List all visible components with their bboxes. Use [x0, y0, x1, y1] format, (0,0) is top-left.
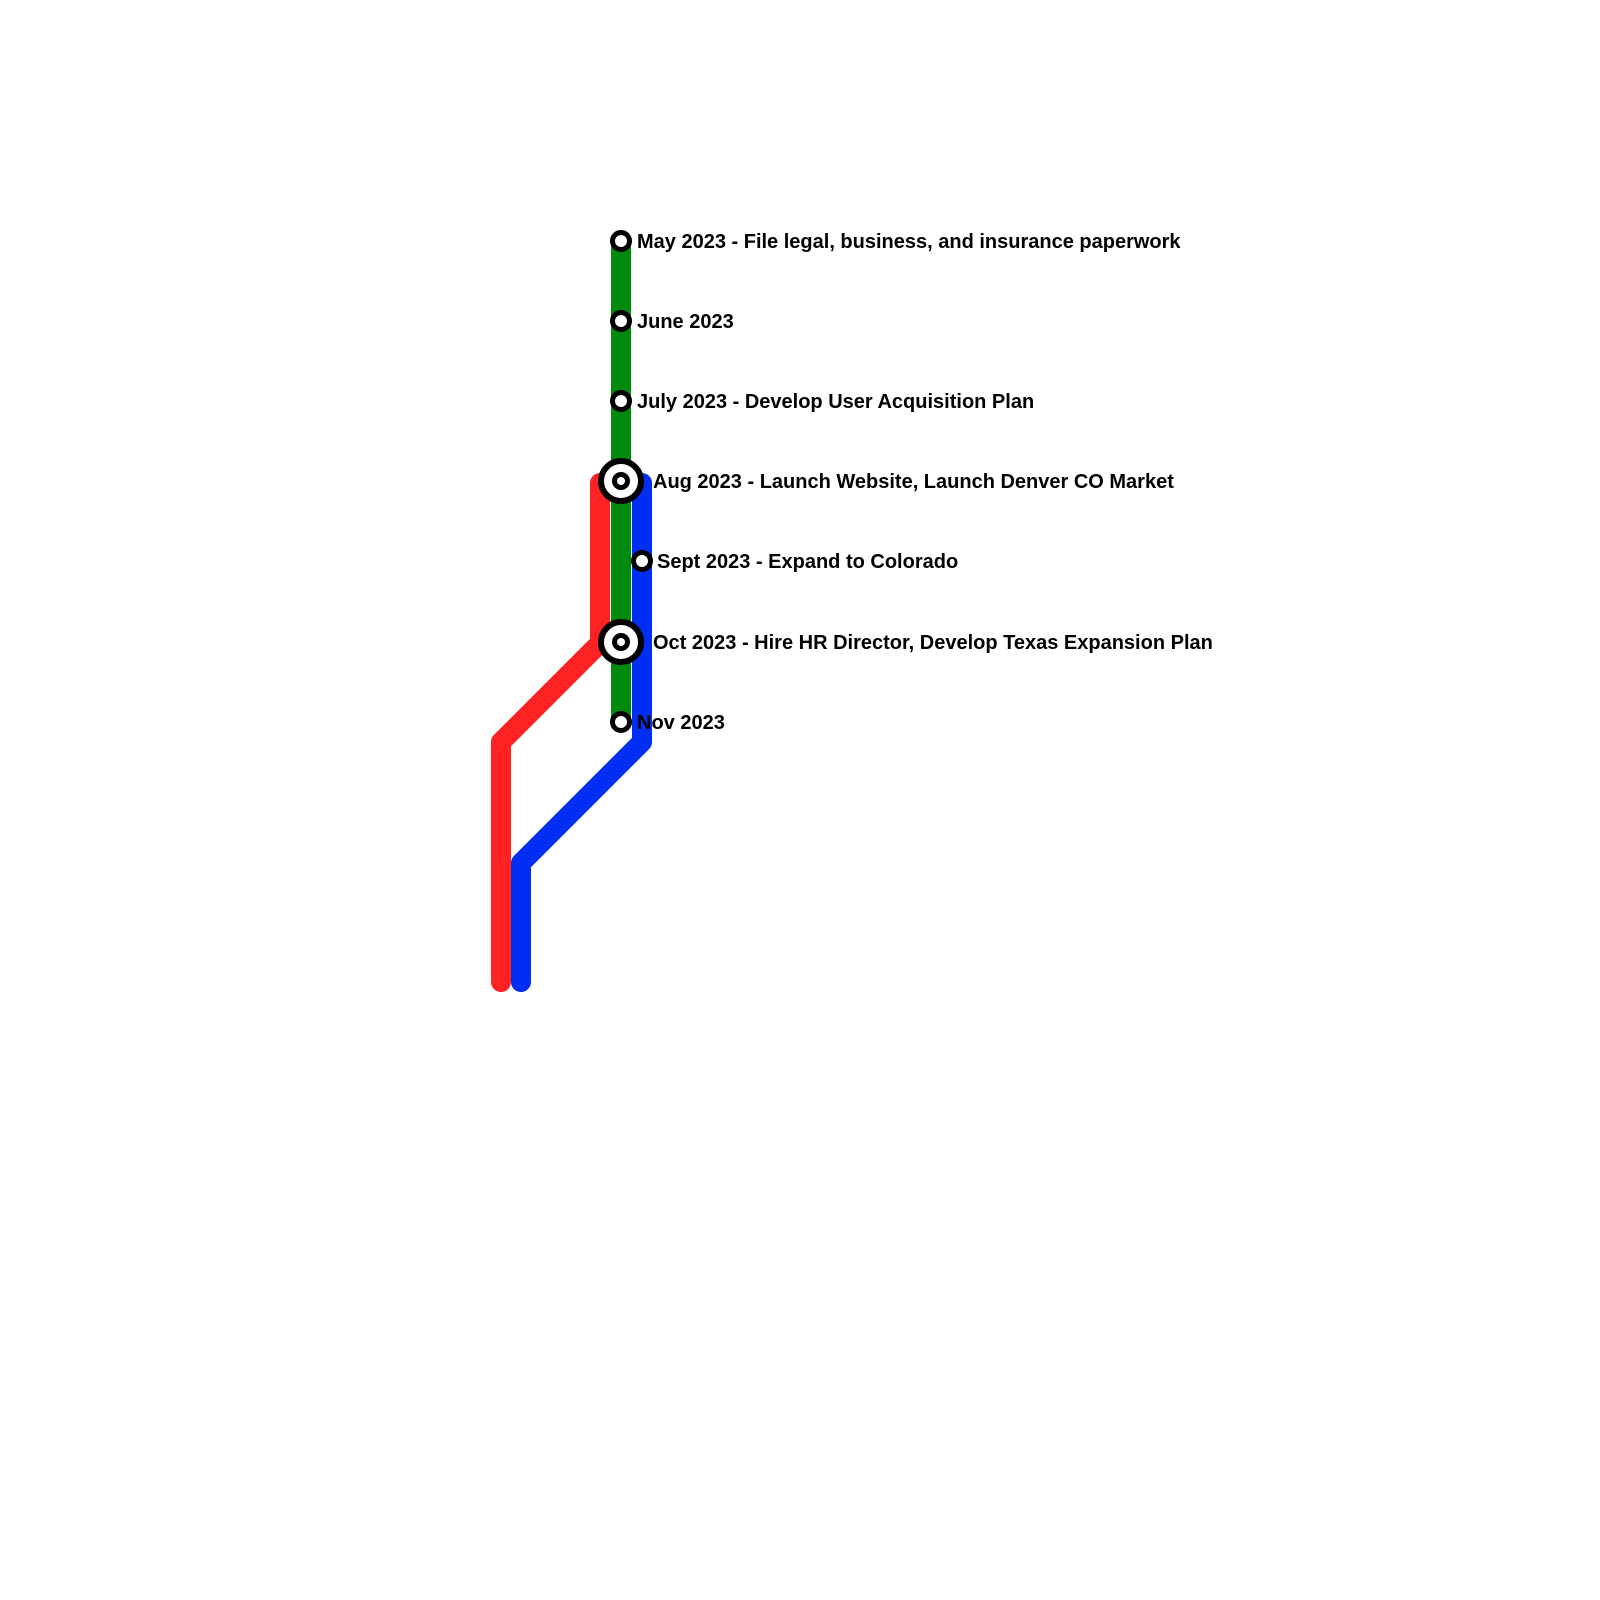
- stop-label-june-2023: June 2023: [637, 311, 734, 333]
- stop-label-may-2023: May 2023 - File legal, business, and ins…: [637, 231, 1181, 253]
- station-icon: [610, 390, 632, 412]
- stop-label-sept-2023: Sept 2023 - Expand to Colorado: [657, 551, 958, 573]
- stop-june-2023: June 2023: [610, 310, 734, 333]
- station-icon: [610, 711, 632, 733]
- stop-label-nov-2023: Nov 2023: [637, 712, 725, 734]
- stop-label-aug-2023: Aug 2023 - Launch Website, Launch Denver…: [653, 471, 1174, 493]
- station-icon: [610, 310, 632, 332]
- route-line-red: [491, 473, 610, 992]
- stop-nov-2023: Nov 2023: [610, 711, 725, 734]
- stop-july-2023: July 2023 - Develop User Acquisition Pla…: [610, 390, 1034, 413]
- stop-aug-2023: Aug 2023 - Launch Website, Launch Denver…: [598, 458, 1174, 504]
- station-icon: [631, 550, 653, 572]
- stops: May 2023 - File legal, business, and ins…: [598, 230, 1213, 734]
- stop-label-oct-2023: Oct 2023 - Hire HR Director, Develop Tex…: [653, 632, 1213, 654]
- interchange-hole-icon: [617, 638, 625, 646]
- stop-label-july-2023: July 2023 - Develop User Acquisition Pla…: [637, 391, 1034, 413]
- route-lines: [491, 231, 652, 992]
- stop-sept-2023: Sept 2023 - Expand to Colorado: [631, 550, 958, 573]
- interchange-hole-icon: [617, 477, 625, 485]
- station-icon: [610, 230, 632, 252]
- stop-may-2023: May 2023 - File legal, business, and ins…: [610, 230, 1181, 253]
- stop-oct-2023: Oct 2023 - Hire HR Director, Develop Tex…: [598, 619, 1213, 665]
- route-line-blue: [511, 473, 652, 992]
